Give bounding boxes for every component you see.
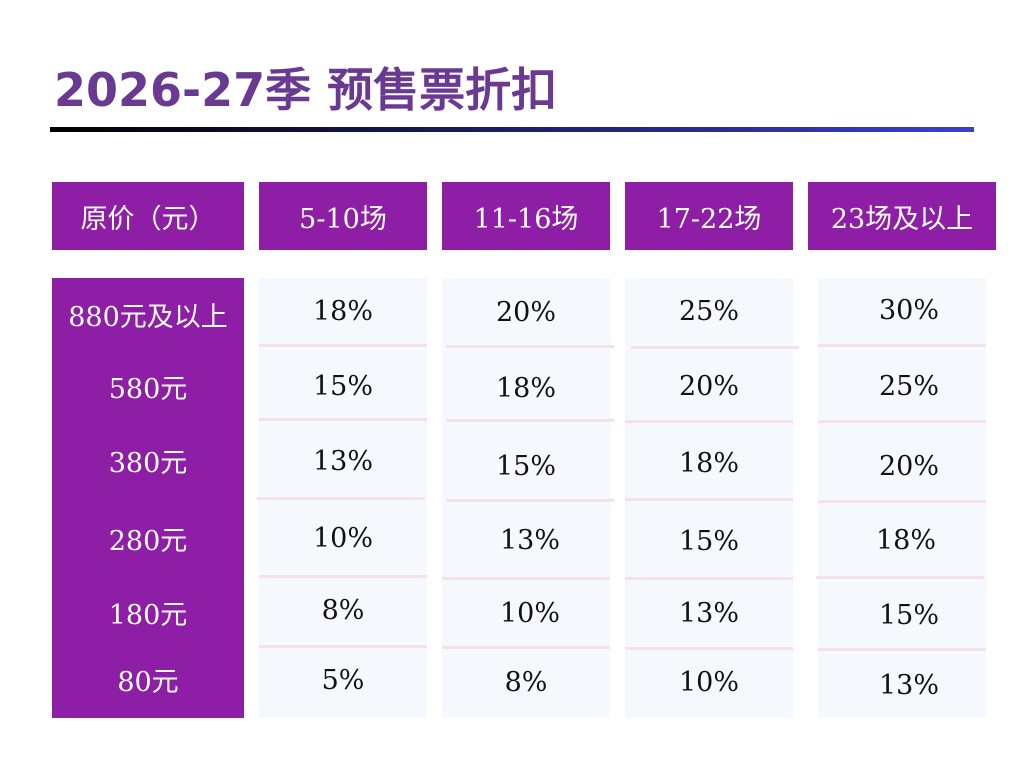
row-label-880-plus: 880元及以上 <box>68 301 228 333</box>
row-divider <box>259 344 427 347</box>
row-divider <box>818 648 986 651</box>
cell-380-11-16: 15% <box>495 450 556 482</box>
row-divider <box>442 646 610 649</box>
row-divider <box>446 419 614 422</box>
row-divider <box>625 577 793 580</box>
column-11-16 <box>442 278 610 718</box>
row-label-80: 80元 <box>117 666 179 698</box>
cell-280-11-16: 13% <box>499 524 560 556</box>
row-divider <box>818 420 986 423</box>
cell-280-17-22: 15% <box>678 525 739 557</box>
cell-180-17-22: 13% <box>678 597 739 629</box>
cell-180-5-10: 8% <box>321 594 365 626</box>
cell-180-23-plus: 15% <box>878 599 939 631</box>
row-divider <box>446 345 614 348</box>
row-divider <box>631 346 799 349</box>
cell-280-5-10: 10% <box>312 522 373 554</box>
header-original-price: 原价（元） <box>52 182 244 250</box>
row-divider <box>625 420 793 423</box>
cell-280-23-plus: 18% <box>875 524 936 556</box>
cell-880-5-10: 18% <box>312 295 373 327</box>
header-11-16-games: 11-16场 <box>442 182 610 250</box>
row-divider <box>625 647 793 650</box>
price-column <box>52 278 244 718</box>
cell-580-17-22: 20% <box>678 370 739 402</box>
row-label-180: 180元 <box>108 599 188 631</box>
page-title: 2026-27季 预售票折扣 <box>54 63 558 117</box>
row-label-580: 580元 <box>108 373 188 405</box>
cell-880-17-22: 25% <box>678 295 739 327</box>
row-divider <box>818 344 986 347</box>
cell-80-17-22: 10% <box>678 666 739 698</box>
row-divider <box>625 498 793 501</box>
title-divider <box>50 127 974 132</box>
row-divider <box>818 500 986 503</box>
cell-80-23-plus: 13% <box>878 669 939 701</box>
header-23-plus-games: 23场及以上 <box>808 182 996 250</box>
cell-180-11-16: 10% <box>499 597 560 629</box>
row-divider <box>442 577 610 580</box>
cell-580-11-16: 18% <box>495 372 556 404</box>
column-23-plus <box>818 278 986 718</box>
cell-80-11-16: 8% <box>504 666 548 698</box>
row-divider <box>816 576 984 579</box>
cell-380-5-10: 13% <box>312 445 373 477</box>
cell-380-17-22: 18% <box>678 447 739 479</box>
row-divider <box>259 418 427 421</box>
cell-580-23-plus: 25% <box>878 370 939 402</box>
row-label-380: 380元 <box>108 447 188 479</box>
row-label-280: 280元 <box>108 525 188 557</box>
row-divider <box>446 499 614 502</box>
row-divider <box>259 645 427 648</box>
header-5-10-games: 5-10场 <box>259 182 427 250</box>
row-divider <box>259 575 427 578</box>
cell-880-11-16: 20% <box>495 296 556 328</box>
header-17-22-games: 17-22场 <box>625 182 793 250</box>
cell-380-23-plus: 20% <box>878 450 939 482</box>
cell-880-23-plus: 30% <box>878 294 939 326</box>
row-divider <box>257 497 425 500</box>
cell-80-5-10: 5% <box>321 664 365 696</box>
cell-580-5-10: 15% <box>312 370 373 402</box>
